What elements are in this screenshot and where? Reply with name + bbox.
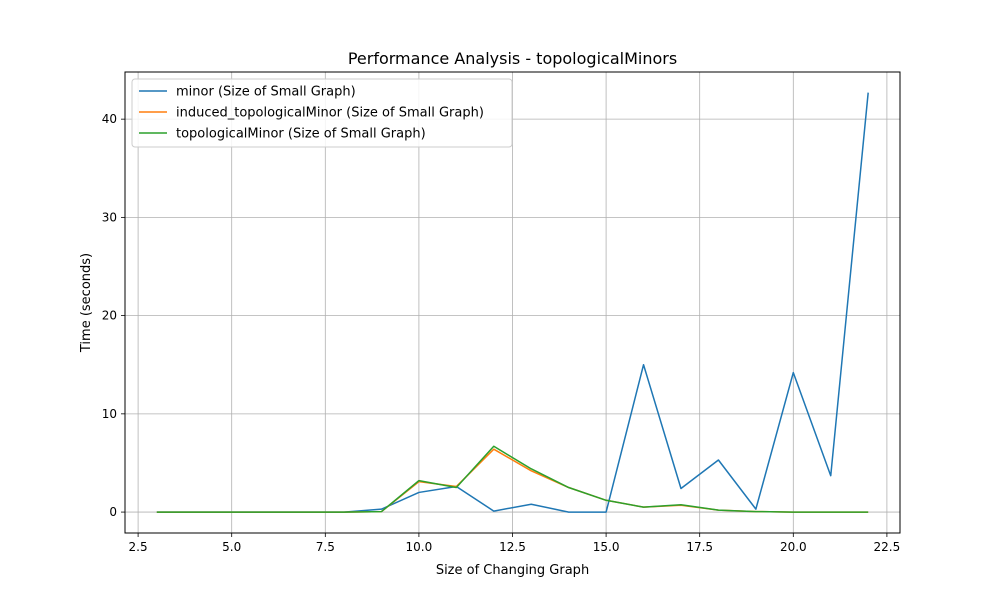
legend-label: minor (Size of Small Graph) <box>176 85 356 100</box>
x-tick-label: 17.5 <box>686 540 713 554</box>
y-tick-label: 30 <box>102 210 117 224</box>
x-axis-ticks: 2.5 5.0 7.5 10.0 12.5 15.0 17.5 20.0 22.5 <box>129 533 901 554</box>
legend-label: topologicalMinor (Size of Small Graph) <box>176 127 426 142</box>
x-axis-label: Size of Changing Graph <box>436 563 589 578</box>
y-tick-label: 0 <box>109 505 117 519</box>
legend-label: induced_topologicalMinor (Size of Small … <box>176 106 484 121</box>
x-tick-label: 2.5 <box>129 540 148 554</box>
y-tick-label: 10 <box>102 407 117 421</box>
y-axis-ticks: 0 10 20 30 40 <box>102 112 125 519</box>
legend-box <box>131 78 513 148</box>
x-tick-label: 20.0 <box>780 540 807 554</box>
series-line <box>156 445 869 513</box>
x-tick-label: 10.0 <box>406 540 433 554</box>
x-tick-label: 12.5 <box>499 540 526 554</box>
y-axis-label: Time (seconds) <box>79 253 94 353</box>
chart-title: Performance Analysis - topologicalMinors <box>348 49 677 68</box>
legend: minor (Size of Small Graph) induced_topol… <box>131 78 513 148</box>
x-tick-label: 22.5 <box>874 540 901 554</box>
x-tick-label: 15.0 <box>593 540 620 554</box>
series-lines <box>156 92 869 513</box>
y-tick-label: 40 <box>102 112 117 126</box>
y-tick-label: 20 <box>102 309 117 323</box>
x-tick-label: 5.0 <box>222 540 241 554</box>
x-tick-label: 7.5 <box>316 540 335 554</box>
